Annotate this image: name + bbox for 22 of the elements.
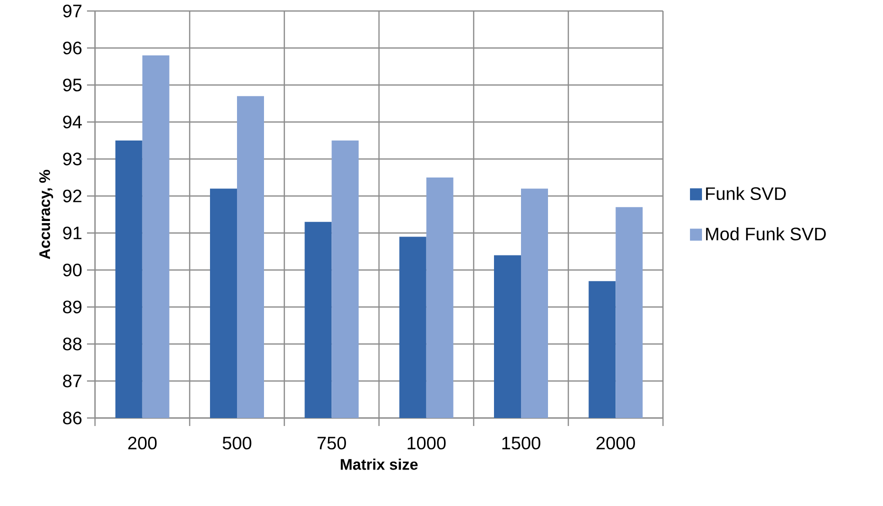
- y-tick-label: 89: [63, 300, 82, 314]
- legend-label: Funk SVD: [706, 186, 786, 200]
- y-tick-label: 92: [63, 190, 82, 202]
- x-tick-label: 200: [128, 436, 157, 450]
- y-tick-label: 86: [63, 412, 82, 424]
- legend-label: Mod Funk SVD: [706, 227, 826, 240]
- x-tick-label: 500: [222, 436, 252, 450]
- x-tick-label: 750: [318, 436, 346, 450]
- x-tick-label: 1000: [408, 436, 446, 450]
- y-tick-label: 91: [63, 226, 82, 240]
- y-tick-label: 96: [63, 42, 82, 54]
- y-tick-label: 87: [63, 374, 82, 388]
- y-tick-label: 90: [63, 264, 82, 276]
- y-tick-label: 97: [63, 4, 82, 18]
- x-axis-title: Matrix size: [340, 458, 418, 470]
- y-tick-label: 94: [63, 116, 82, 128]
- y-tick-label: 93: [63, 152, 82, 166]
- y-tick-label: 95: [63, 78, 82, 92]
- x-tick-label: 1500: [502, 436, 540, 450]
- x-tick-label: 2000: [596, 436, 635, 450]
- y-axis-title: Accuracy, %: [39, 170, 54, 260]
- y-tick-label: 88: [63, 338, 82, 350]
